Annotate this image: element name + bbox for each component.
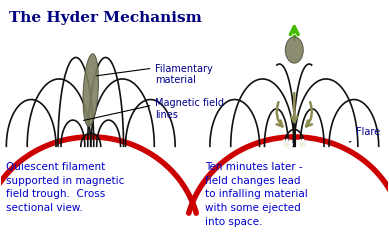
Text: Ten minutes later -
field changes lead
to infalling material
with some ejected
i: Ten minutes later - field changes lead t… <box>205 162 308 227</box>
Ellipse shape <box>286 37 303 63</box>
Text: Quiescent filament
supported in magnetic
field trough.  Cross
sectional view.: Quiescent filament supported in magnetic… <box>6 162 125 213</box>
Text: Magnetic field
lines: Magnetic field lines <box>84 98 224 120</box>
Ellipse shape <box>83 54 98 127</box>
Text: The Hyder Mechanism: The Hyder Mechanism <box>9 11 202 25</box>
Text: Flare: Flare <box>349 127 380 142</box>
Text: Filamentary
material: Filamentary material <box>96 64 213 85</box>
